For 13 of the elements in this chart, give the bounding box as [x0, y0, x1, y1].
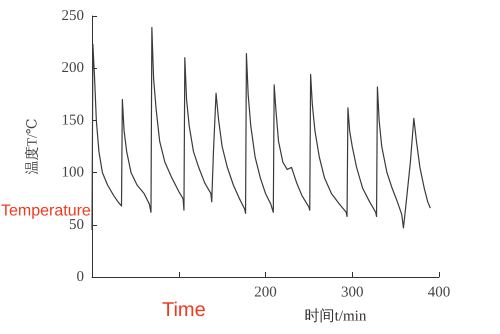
y-tick-label: 0	[76, 269, 84, 285]
y-tick-label: 250	[62, 8, 84, 24]
x-tick-label: 300	[341, 284, 364, 300]
x-axis-title: 时间t/min	[304, 308, 367, 324]
y-axis-title: 温度T/℃	[24, 118, 40, 175]
text: Temperature	[1, 202, 91, 220]
text: Time	[162, 299, 206, 321]
x-tick-label: 400	[428, 284, 450, 300]
y-tick-label: 150	[62, 112, 84, 128]
x-tick-label: 200	[254, 284, 277, 300]
y-tick-label: 200	[62, 60, 84, 76]
y-tick-label: 100	[62, 164, 84, 181]
y-tick-label: 50	[69, 216, 84, 233]
